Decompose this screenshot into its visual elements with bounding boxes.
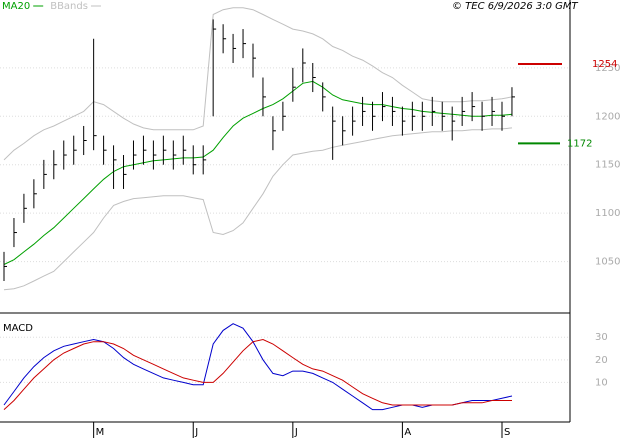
y-tick-label: 30	[595, 332, 608, 343]
x-tick-label: S	[504, 427, 510, 438]
x-tick-label: J	[294, 427, 298, 438]
legend-label: MA20	[2, 1, 30, 12]
y-tick-label: 1100	[595, 208, 620, 219]
macd-line	[3, 338, 512, 410]
x-tick-label: A	[404, 427, 411, 438]
ma-line	[3, 80, 513, 265]
macd-line	[3, 323, 513, 411]
y-tick-label: 10	[595, 377, 608, 388]
x-tick-label: M	[96, 427, 105, 438]
bband-upper	[3, 7, 513, 161]
y-tick-label: 1050	[595, 257, 620, 268]
level-label: 1254	[592, 59, 617, 70]
copyright: © TEC 6/9/2026 3:0 GMT	[452, 1, 579, 12]
macd-title: MACD	[3, 323, 33, 334]
y-tick-label: 1150	[595, 160, 620, 171]
x-tick-label: J	[194, 427, 198, 438]
bband-lower	[3, 127, 513, 291]
y-tick-label: 1250	[595, 63, 620, 74]
level-label: 1172	[567, 138, 592, 149]
y-tick-label: 20	[595, 355, 608, 366]
legend-label: BBands	[50, 1, 88, 12]
y-tick-label: 1200	[595, 111, 620, 122]
